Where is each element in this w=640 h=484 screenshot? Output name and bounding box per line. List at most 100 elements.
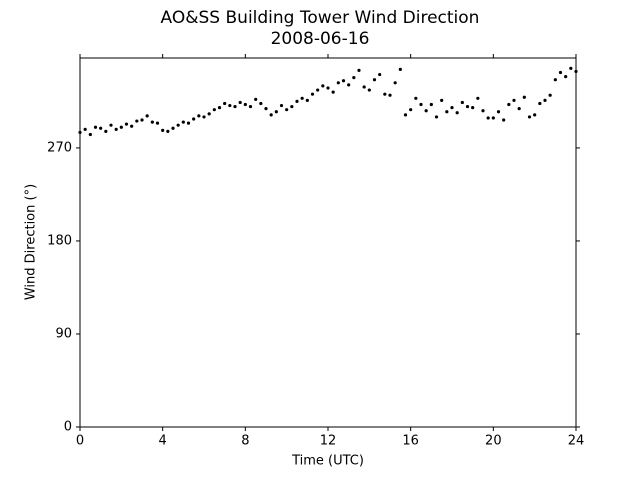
point [176,123,180,127]
point [414,96,418,100]
point [502,118,506,122]
point [290,104,294,109]
point [445,110,449,114]
point [326,86,330,90]
point [300,96,304,100]
point [212,108,216,112]
point [476,96,480,100]
point [429,102,433,107]
point [574,69,578,74]
x-axis-label: Time (UTC) [291,454,364,469]
point [564,75,568,79]
point [228,103,232,108]
point [393,81,397,85]
point [388,93,392,97]
point [522,95,526,99]
point [507,102,511,107]
point [527,115,532,119]
chart-subtitle: 2008-06-16 [271,29,370,49]
y-axis-label: Wind Direction (°) [24,184,39,300]
point [352,76,356,80]
point [295,99,299,104]
point [197,114,201,118]
x-tick-label: 8 [241,434,249,449]
point [372,78,377,82]
point [104,129,108,133]
point [543,98,547,102]
x-tick-label: 4 [159,434,167,449]
point [460,100,464,105]
point [481,109,485,113]
point [140,118,144,122]
point [403,113,408,117]
point [93,125,98,129]
point [114,127,118,131]
point [233,104,237,109]
point [248,104,253,109]
point [331,90,335,94]
point [538,101,542,106]
point [145,114,149,118]
x-tick-label: 20 [485,434,502,449]
point [171,126,175,130]
point [254,97,258,101]
x-tick-label: 24 [568,434,585,449]
point [434,115,439,119]
point [150,120,154,124]
x-tick-label: 16 [402,434,419,449]
point [192,117,196,121]
point [130,124,134,128]
point [357,68,361,73]
y-tick-label: 90 [55,326,72,341]
point [398,67,402,71]
point [440,98,444,102]
y-tick-label: 270 [47,140,72,155]
point [88,132,92,137]
point [223,101,227,106]
point [186,121,191,125]
point [419,102,423,107]
point [181,120,185,124]
point [336,81,340,85]
point [465,104,470,109]
point [409,108,413,112]
point [558,70,563,75]
point [274,110,278,114]
point [264,107,268,111]
point [455,111,459,115]
point [161,128,165,132]
point [533,113,537,117]
point [109,123,113,127]
point [496,110,501,114]
point [450,106,454,110]
x-tick-label: 12 [320,434,337,449]
point [99,126,103,130]
point [155,121,160,125]
plot-frame [79,57,577,428]
point [310,92,315,96]
point [471,106,475,110]
point [269,113,273,117]
point [321,84,325,88]
point [217,106,222,110]
point [512,98,516,102]
point [347,83,351,87]
point [124,122,129,126]
point [491,116,495,120]
x-tick-label: 0 [76,434,84,449]
point [78,130,82,135]
point [341,79,346,83]
point [202,115,206,119]
point [424,109,428,113]
y-tick-label: 0 [64,420,72,435]
point [316,88,320,92]
point [285,108,289,112]
point [166,129,170,133]
point [259,101,263,106]
point [362,85,366,89]
point [207,112,211,116]
point [548,93,552,97]
point [83,127,87,131]
point [378,72,382,77]
